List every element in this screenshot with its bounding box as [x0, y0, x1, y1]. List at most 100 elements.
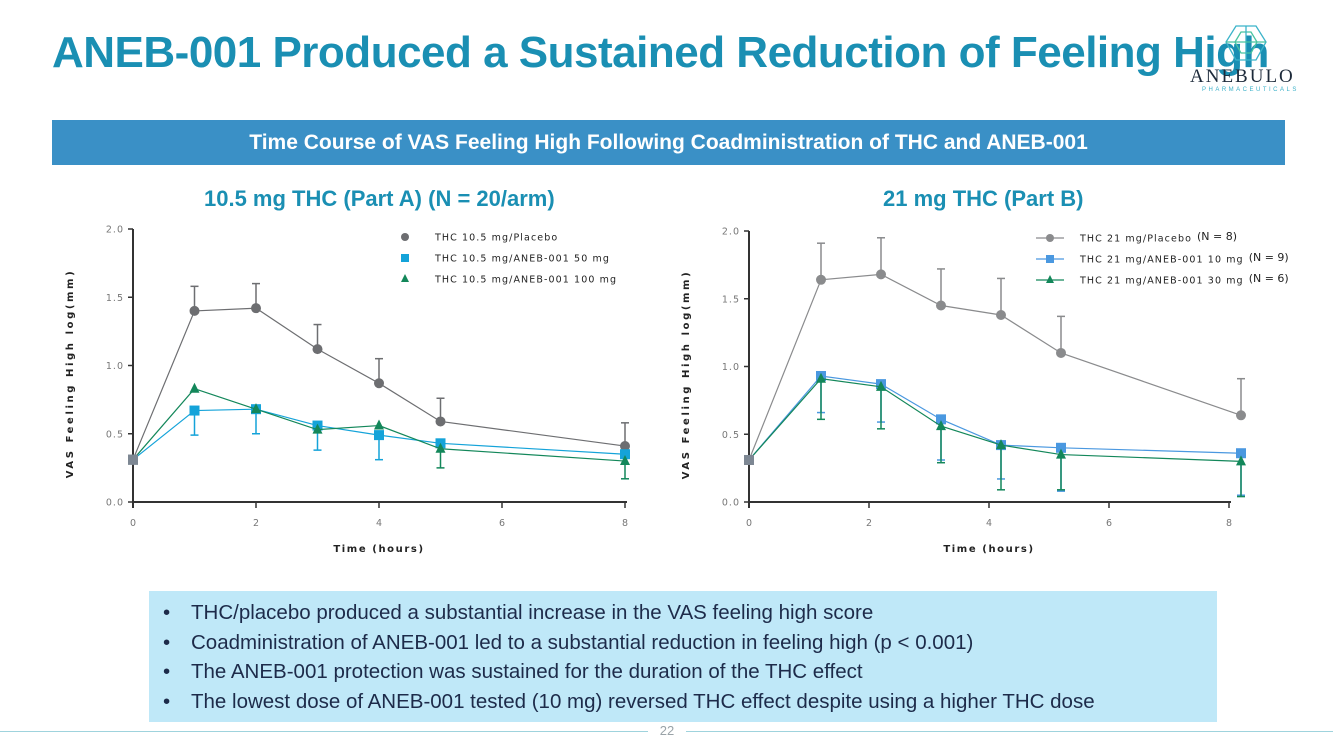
legend-item: THC 21 mg/ANEB-001 10 mg (N = 9): [1036, 251, 1289, 266]
data-point: [189, 305, 200, 316]
chart-a-title: 10.5 mg THC (Part A) (N = 20/arm): [204, 186, 555, 211]
legend-n-label: (N = 9): [1249, 251, 1289, 264]
slide-title: ANEB-001 Produced a Sustained Reduction …: [52, 28, 1269, 77]
hexagon-logo-icon: [1225, 25, 1267, 61]
series-3: [744, 372, 1246, 498]
legend-marker: [401, 254, 409, 262]
y-tick-label: 2.0: [722, 227, 740, 238]
footer-divider-right: [686, 731, 1333, 732]
legend-label: THC 10.5 mg/Placebo: [434, 233, 558, 244]
series-line: [748, 375, 1242, 461]
x-tick-label: 0: [746, 518, 752, 529]
footer-divider-left: [0, 731, 648, 732]
data-point: [1056, 347, 1066, 358]
y-tick-label: 1.5: [106, 293, 124, 304]
legend-label: THC 21 mg/Placebo: [1079, 234, 1192, 245]
data-point: [620, 455, 630, 466]
series-line: [748, 273, 1242, 461]
data-point: [435, 416, 446, 427]
key-findings-box: • THC/placebo produced a substantial incr…: [149, 591, 1217, 722]
section-banner: Time Course of VAS Feeling High Followin…: [52, 120, 1285, 165]
series-2: [744, 370, 1246, 496]
legend-label: THC 21 mg/ANEB-001 30 mg: [1079, 276, 1244, 287]
bullet-item: • THC/placebo produced a substantial incr…: [163, 598, 1217, 628]
data-point: [816, 372, 826, 383]
data-point: [876, 380, 886, 391]
data-point: [312, 423, 323, 434]
y-tick-label: 0.0: [106, 498, 124, 509]
series-2: [128, 404, 630, 465]
bullet-item: • The lowest dose of ANEB-001 tested (10 …: [163, 687, 1217, 717]
x-tick-label: 0: [130, 518, 136, 529]
data-point: [996, 439, 1006, 450]
y-tick-label: 0.5: [722, 430, 740, 441]
chart-b-title: 21 mg THC (Part B): [883, 186, 1084, 211]
data-point: [1236, 448, 1246, 459]
bullet-text: The ANEB-001 protection was sustained fo…: [191, 660, 863, 683]
legend-n-label: (N = 6): [1249, 272, 1289, 285]
y-tick-label: 1.0: [106, 361, 124, 372]
x-tick-label: 6: [499, 518, 505, 529]
bullet-icon: •: [163, 660, 171, 683]
bullet-item: • The ANEB-001 protection was sustained f…: [163, 657, 1217, 687]
data-point: [620, 449, 630, 460]
x-tick-label: 2: [253, 518, 259, 529]
x-tick-label: 4: [986, 518, 992, 529]
chart-part-a: 0.0 0.5 1.0 1.5 2.0 0 2 4 6 8 Time (hours) VAS Feel…: [65, 225, 630, 555]
x-tick-label: 8: [1226, 518, 1232, 529]
data-point: [1236, 455, 1246, 466]
bullet-icon: •: [163, 630, 171, 654]
data-point: [816, 274, 826, 285]
legend-label: THC 10.5 mg/ANEB-001 100 mg: [434, 275, 617, 286]
series-1: [744, 237, 1246, 465]
legend-label: THC 21 mg/ANEB-001 10 mg: [1079, 255, 1244, 266]
legend-marker: [1046, 234, 1054, 242]
data-point: [374, 378, 384, 389]
legend-item: THC 21 mg/ANEB-001 30 mg (N = 6): [1036, 272, 1289, 287]
x-axis-label: Time (hours): [333, 544, 424, 555]
data-point: [374, 430, 384, 441]
data-point: [128, 454, 138, 465]
data-point: [1236, 410, 1246, 421]
data-point: [312, 344, 323, 355]
legend-n-label: (N = 8): [1197, 230, 1237, 243]
series-3: [128, 382, 630, 480]
y-axis-label: VAS Feeling High log(mm): [681, 270, 692, 479]
legend-marker: [401, 274, 409, 282]
bullet-icon: •: [163, 601, 171, 624]
y-tick-label: 2.0: [106, 225, 124, 236]
data-point: [936, 420, 946, 431]
bullet-text: The lowest dose of ANEB-001 tested (10 m…: [191, 689, 1095, 713]
data-point: [251, 403, 261, 414]
x-tick-label: 4: [376, 518, 382, 529]
logo-subtitle: PHARMACEUTICALS: [1202, 87, 1299, 93]
data-point: [620, 441, 630, 452]
y-tick-label: 0.0: [722, 498, 740, 509]
data-point: [189, 382, 200, 393]
legend-item: THC 10.5 mg/Placebo: [401, 233, 558, 244]
logo-wordmark: ANEBULO: [1190, 66, 1295, 87]
legend-marker: [401, 233, 409, 241]
bullet-text: Coadministration of ANEB-001 led to a su…: [191, 630, 974, 654]
y-axis-label: VAS Feeling High log(mm): [65, 269, 76, 478]
bullet-text: THC/placebo produced a substantial incre…: [191, 601, 874, 624]
legend-item: THC 10.5 mg/ANEB-001 100 mg: [401, 274, 617, 286]
data-point: [876, 269, 886, 280]
bullet-item: • Coadministration of ANEB-001 led to a s…: [163, 628, 1217, 658]
legend-marker: [1046, 275, 1054, 283]
legend-item: THC 10.5 mg/ANEB-001 50 mg: [401, 254, 609, 265]
x-axis-label: Time (hours): [943, 544, 1034, 555]
bullet-icon: •: [163, 689, 171, 713]
series-1: [128, 282, 630, 465]
page-number: 22: [659, 723, 675, 738]
data-point: [1056, 448, 1066, 459]
chart-part-b: 0.0 0.5 1.0 1.5 2.0 0 2 4 6 8 Time (hours) VAS Feel…: [681, 227, 1289, 556]
data-point: [435, 442, 446, 453]
data-point: [744, 454, 754, 465]
data-point: [189, 405, 200, 416]
data-point: [374, 419, 384, 430]
data-point: [936, 414, 946, 425]
legend-item: THC 21 mg/Placebo (N = 8): [1036, 230, 1237, 245]
x-tick-label: 8: [622, 518, 628, 529]
data-point: [936, 300, 946, 311]
